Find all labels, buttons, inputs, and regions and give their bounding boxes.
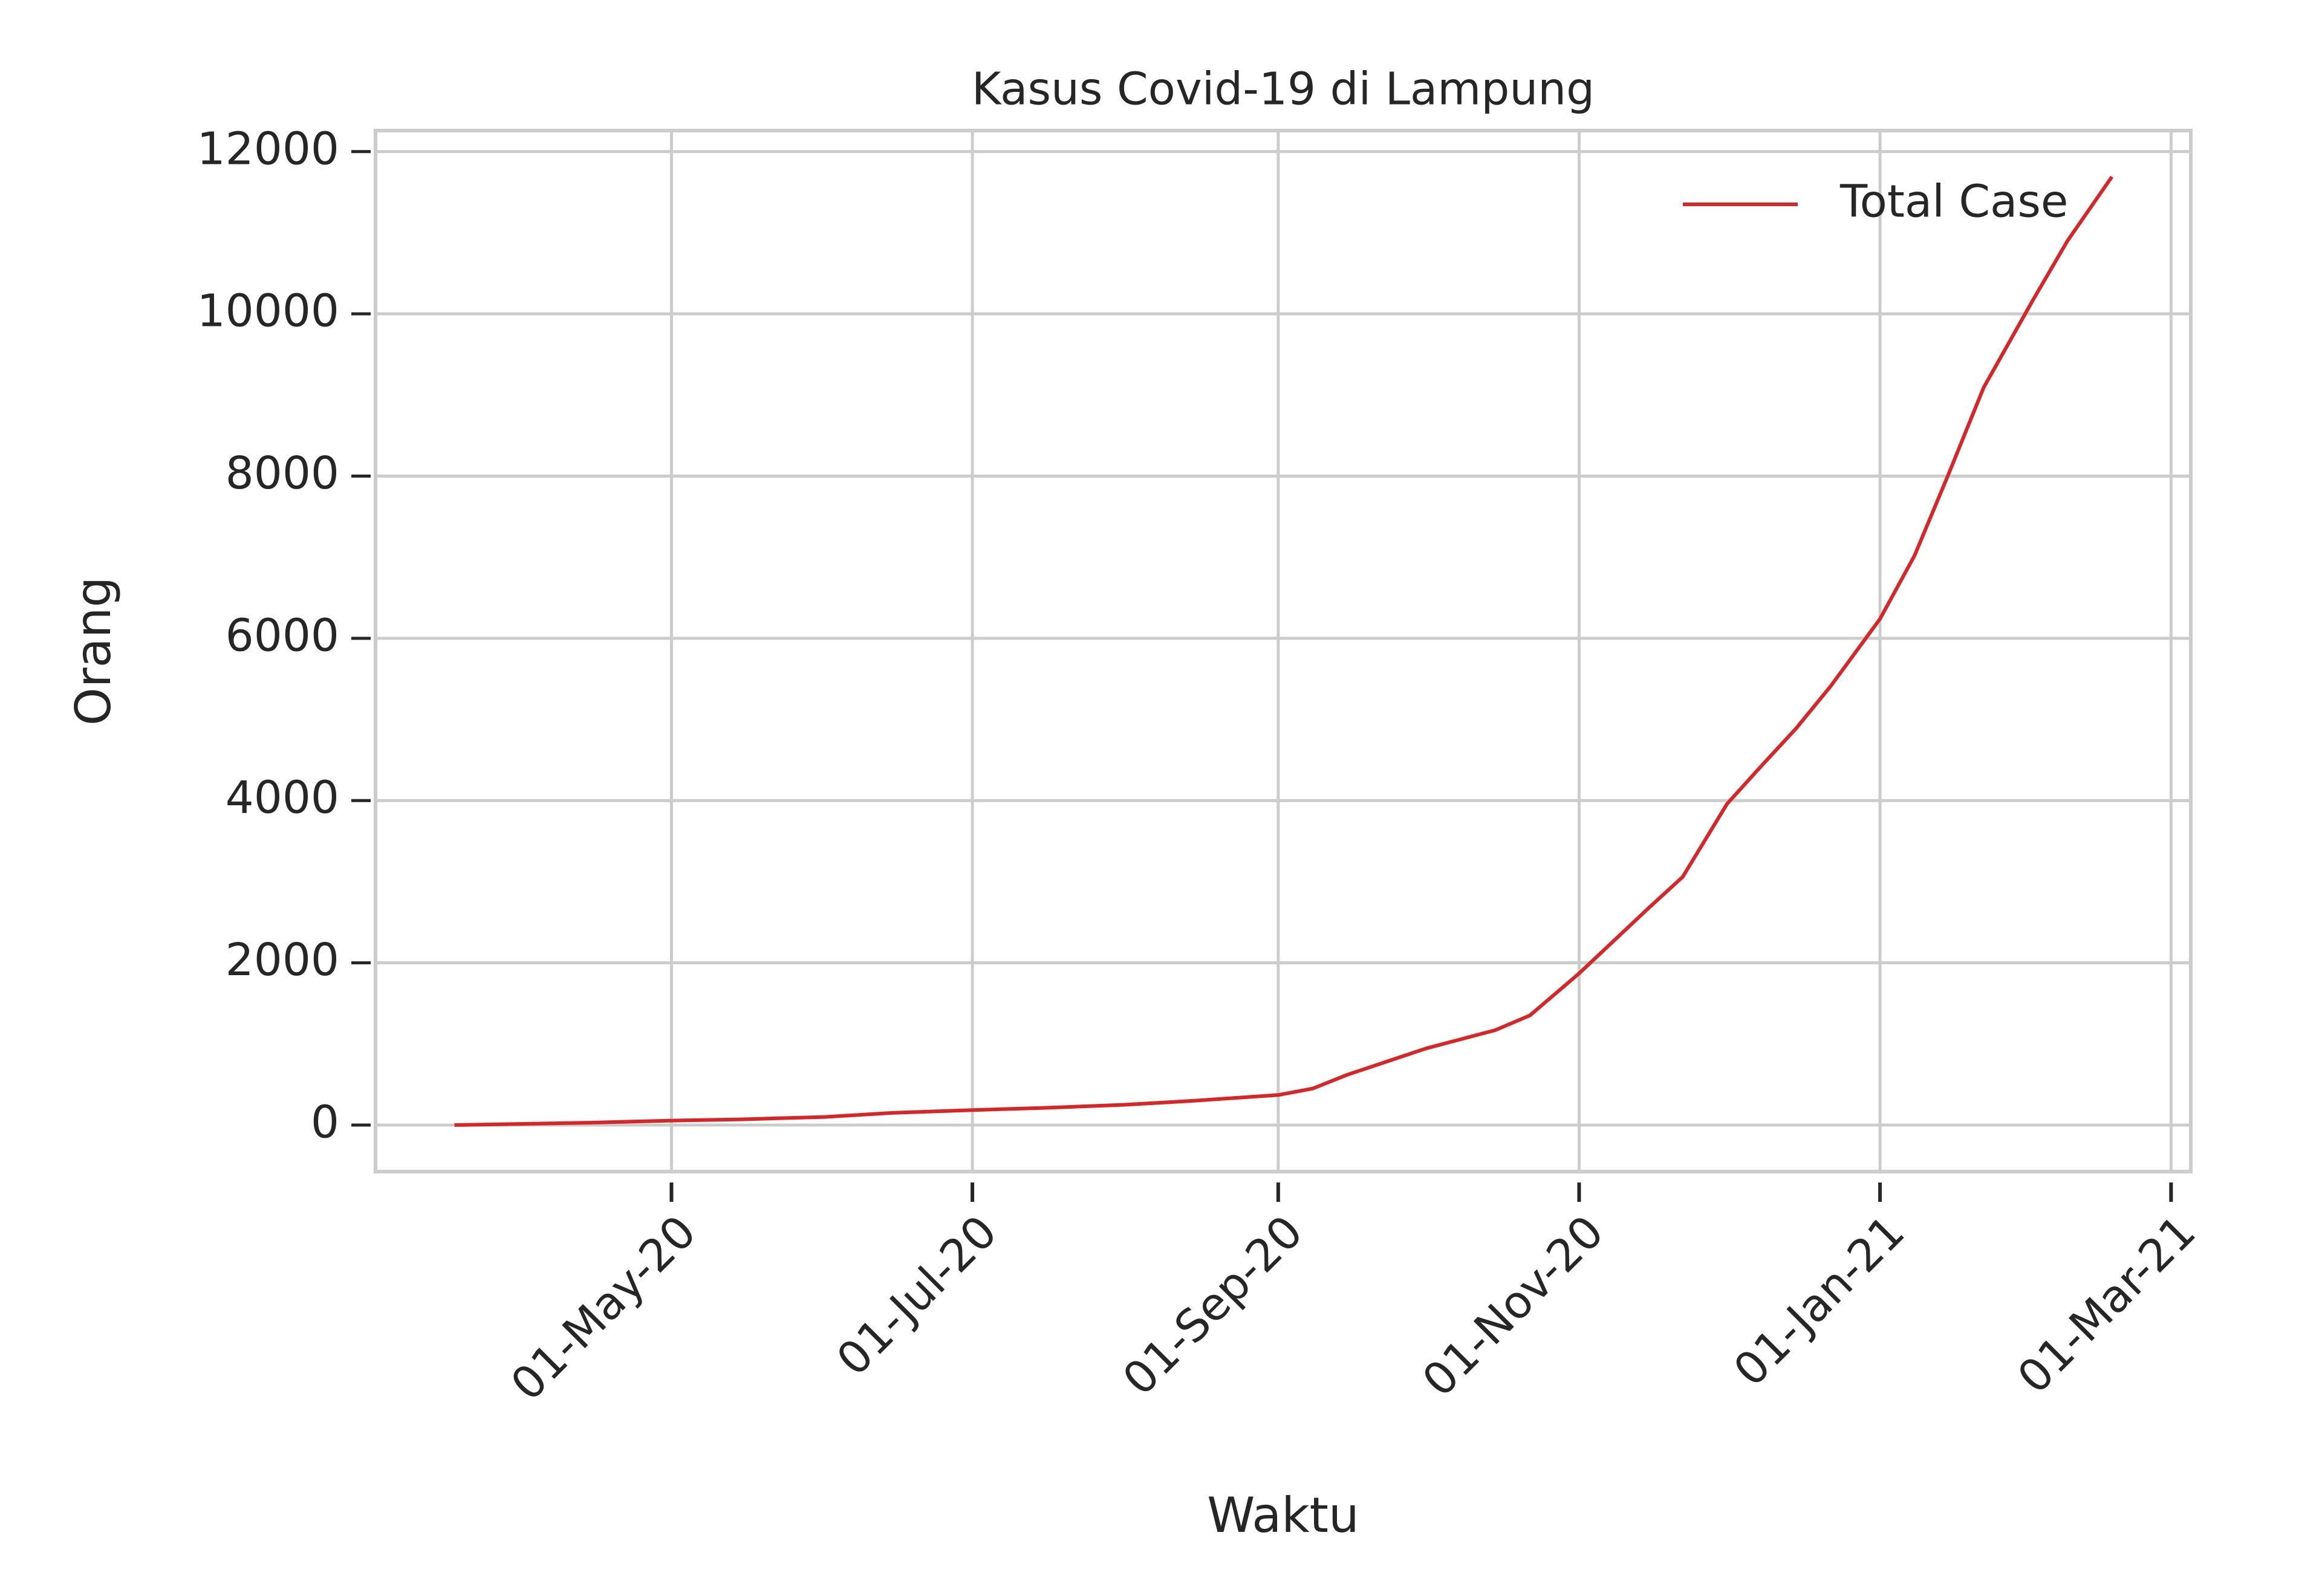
- y-tick-label: 12000: [197, 123, 339, 175]
- chart-title: Kasus Covid-19 di Lampung: [972, 63, 1595, 115]
- x-tick-label: 01-Mar-21: [2008, 1205, 2205, 1403]
- x-tick-label: 01-Jan-21: [1724, 1205, 1914, 1396]
- y-tick-label: 8000: [226, 447, 339, 499]
- y-tick-label: 10000: [197, 285, 339, 337]
- y-tick-label: 2000: [226, 934, 339, 986]
- x-tick-label: 01-Nov-20: [1413, 1205, 1613, 1406]
- y-axis-label: Orang: [65, 577, 122, 725]
- x-tick-label: 01-May-20: [501, 1205, 706, 1410]
- x-tick-label: 01-Jul-20: [827, 1205, 1007, 1386]
- x-tick-label: 01-Sep-20: [1113, 1205, 1313, 1405]
- line-series: [454, 175, 2113, 1127]
- y-tick-label: 4000: [226, 772, 339, 824]
- legend-label: Total Case: [1839, 176, 2068, 228]
- plot-frame: [374, 129, 2193, 1173]
- y-tick-label: 6000: [226, 609, 339, 661]
- x-axis-label: Waktu: [1207, 1487, 1359, 1543]
- y-tick-label: 0: [311, 1096, 339, 1148]
